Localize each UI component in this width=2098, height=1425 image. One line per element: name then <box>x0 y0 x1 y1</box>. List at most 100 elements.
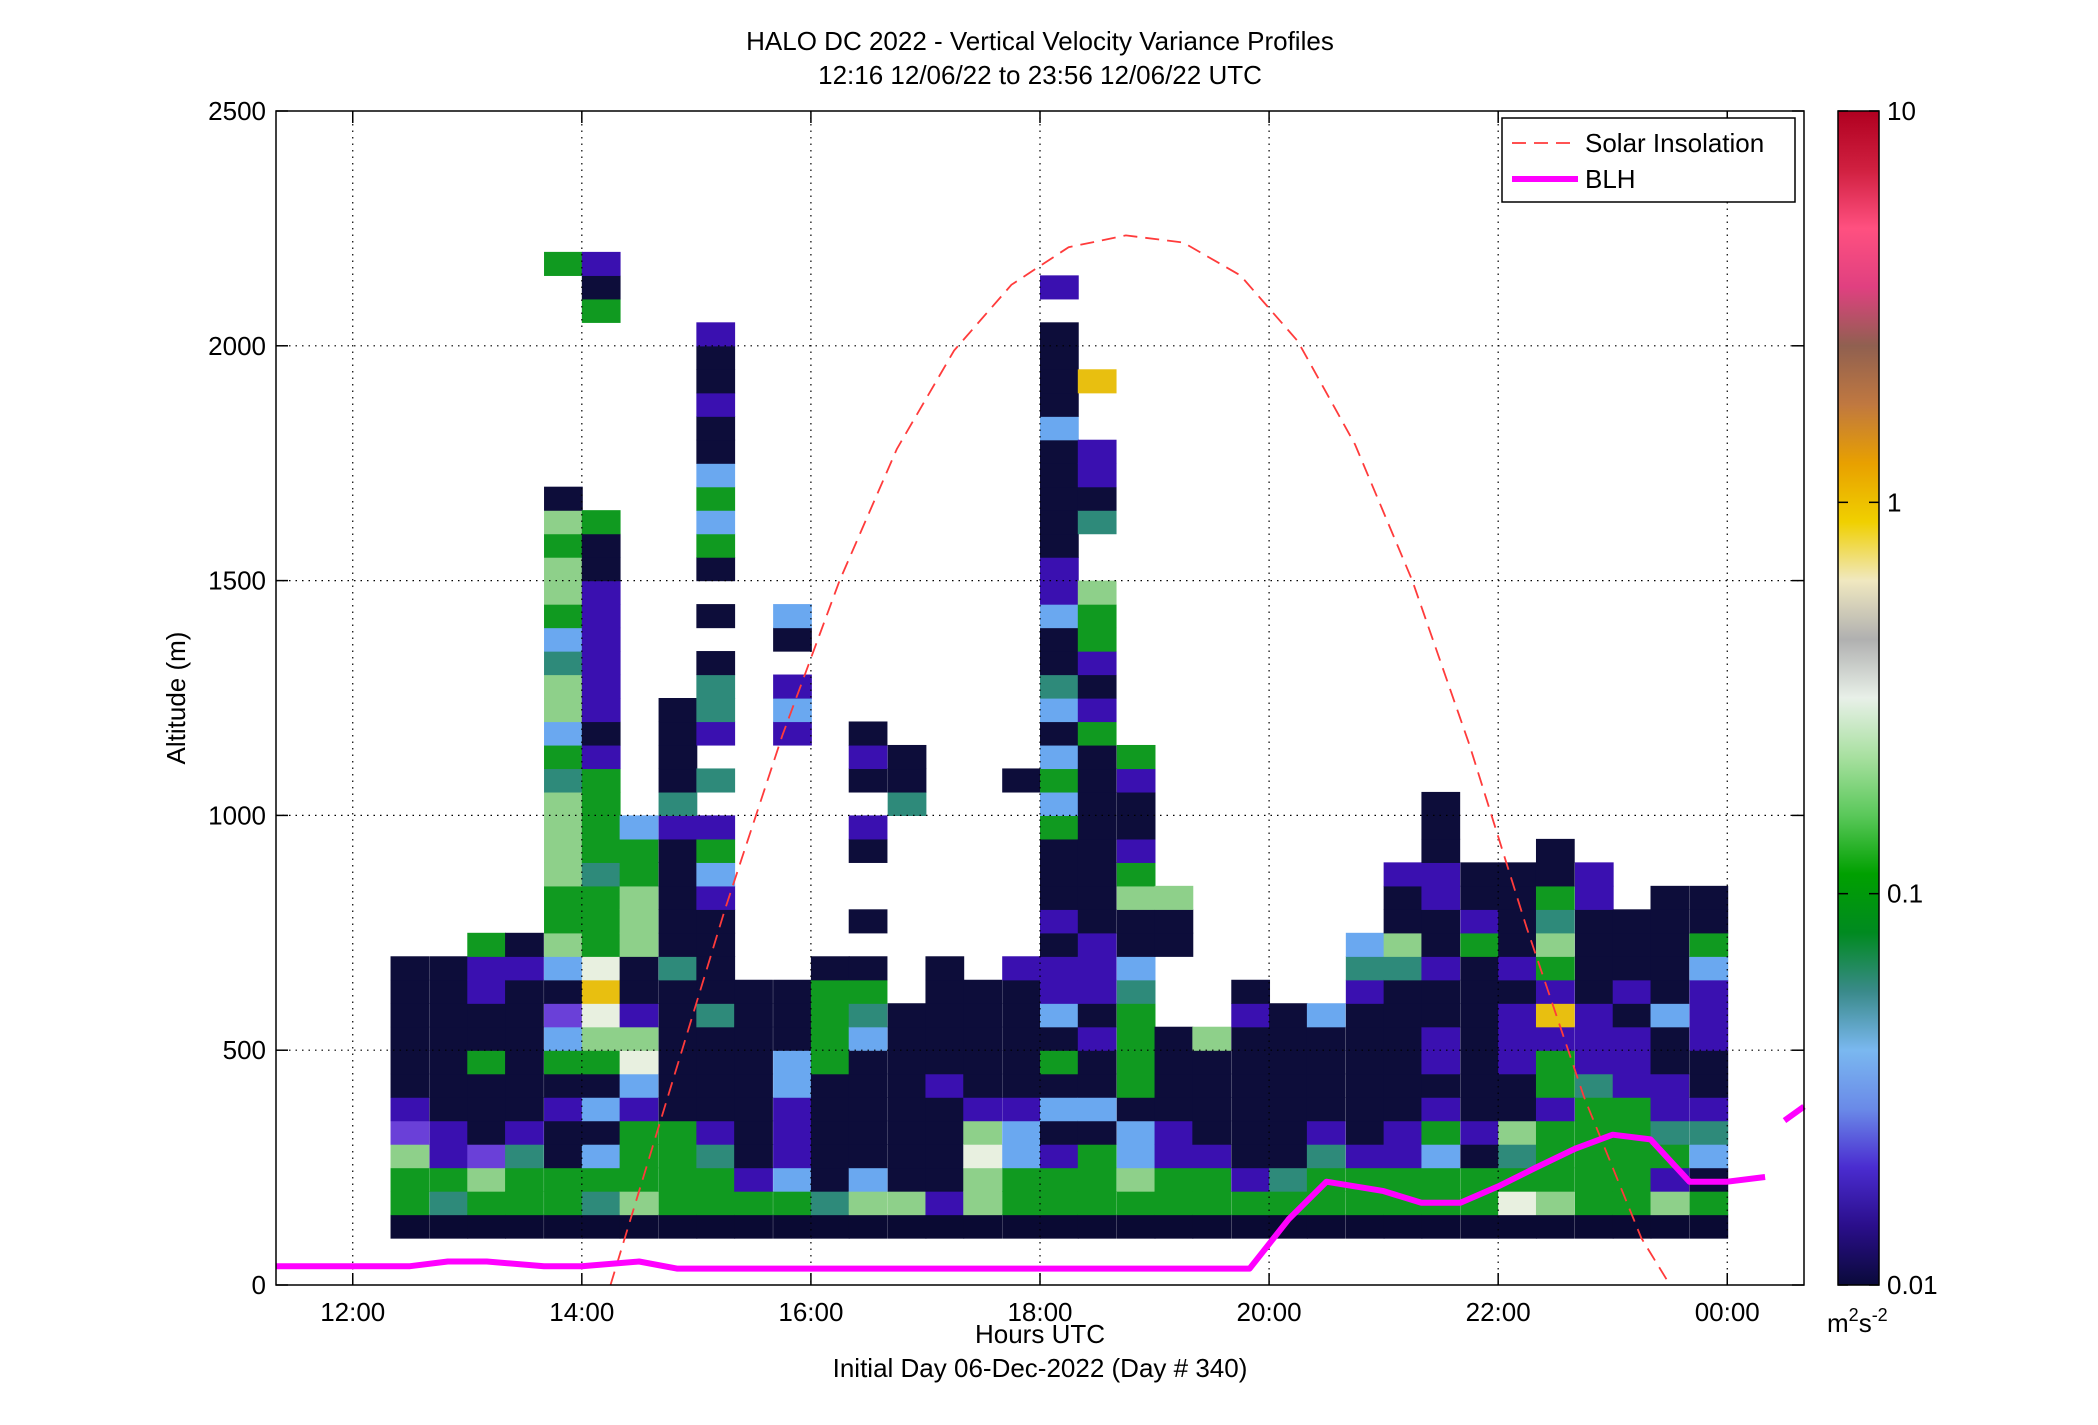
heatmap-cell <box>505 956 544 981</box>
heatmap-cell <box>581 956 621 981</box>
heatmap-cell <box>1306 1050 1346 1075</box>
heatmap-cell <box>1154 1214 1194 1239</box>
heatmap-cell <box>1077 815 1117 840</box>
heatmap-cell <box>1306 1003 1346 1028</box>
heatmap-cell <box>734 1003 773 1028</box>
heatmap-cell <box>1535 979 1575 1004</box>
heatmap-cell <box>773 1167 812 1192</box>
blh-line-segment <box>1782 1104 1806 1124</box>
heatmap-cell <box>544 1214 583 1239</box>
heatmap-cell <box>1154 1144 1194 1169</box>
heatmap-cell <box>581 698 621 723</box>
heatmap-cell <box>1383 1120 1423 1145</box>
heatmap-cell <box>658 979 698 1004</box>
heatmap-cell <box>581 768 621 793</box>
heatmap-cell <box>1345 979 1385 1004</box>
legend: Solar Insolation BLH <box>1501 117 1796 203</box>
heatmap-cell <box>1498 1120 1537 1145</box>
heatmap-cell <box>1383 1214 1423 1239</box>
heatmap-cell <box>1498 862 1537 887</box>
heatmap-cell <box>429 1026 469 1051</box>
heatmap-cell <box>848 744 888 770</box>
heatmap-cell <box>1192 1120 1232 1145</box>
heatmap-cell <box>696 1191 736 1216</box>
heatmap-cell <box>1574 1050 1614 1075</box>
heatmap-cell <box>963 1097 1002 1122</box>
heatmap-cell <box>925 1214 965 1239</box>
heatmap-cell <box>1689 1097 1729 1122</box>
heatmap-cell <box>390 1214 430 1239</box>
heatmap-cell <box>467 1191 507 1216</box>
heatmap-cell <box>1154 909 1194 934</box>
heatmap-cell <box>925 1050 965 1075</box>
heatmap-cell <box>1345 1144 1385 1169</box>
heatmap-cell <box>1269 1144 1308 1169</box>
heatmap-cell <box>658 815 698 840</box>
heatmap-cell <box>544 838 583 863</box>
heatmap-cell <box>1040 345 1079 370</box>
grid-lines <box>276 111 1804 1285</box>
heatmap-cell <box>1612 1097 1652 1122</box>
heatmap-cell <box>810 1191 850 1216</box>
heatmap-cell <box>1116 1144 1156 1169</box>
heatmap-cell <box>1077 580 1117 605</box>
heatmap-cell <box>1612 1144 1652 1169</box>
heatmap-cell <box>1535 956 1575 981</box>
heatmap-cell <box>734 1073 773 1098</box>
heatmap-cell <box>773 627 812 652</box>
heatmap-cell <box>963 1026 1002 1051</box>
heatmap-cell <box>658 956 698 981</box>
x-axis-sublabel: Initial Day 06-Dec-2022 (Day # 340) <box>833 1353 1248 1383</box>
heatmap-cell <box>696 486 736 511</box>
heatmap-cell <box>1574 1097 1614 1122</box>
colorbar-unit: m2s-2 <box>1827 1305 1888 1338</box>
heatmap-cell <box>848 815 888 840</box>
heatmap-cell <box>1040 956 1079 981</box>
colorbar-tick-label: 10 <box>1887 96 1916 126</box>
heatmap-cell <box>581 510 621 535</box>
heatmap-cell <box>1535 1120 1575 1145</box>
heatmap-cell <box>696 345 736 370</box>
heatmap-cell <box>734 1097 773 1122</box>
heatmap-cell <box>1040 1167 1079 1192</box>
heatmap-cell <box>887 791 927 816</box>
heatmap-cell <box>1002 956 1041 981</box>
heatmap-cell <box>1535 1191 1575 1216</box>
heatmap-cell <box>1116 791 1156 816</box>
heatmap-cell <box>696 416 736 441</box>
heatmap-cell <box>581 1097 621 1122</box>
heatmap-cell <box>1040 791 1079 816</box>
heatmap-cell <box>1612 979 1652 1004</box>
heatmap-cell <box>1421 1214 1461 1239</box>
heatmap-cell <box>1421 1144 1461 1169</box>
heatmap-cell <box>1498 1191 1537 1216</box>
heatmap-cell <box>658 744 698 770</box>
heatmap-cell <box>1535 838 1575 863</box>
heatmap-cell <box>1116 1026 1156 1051</box>
heatmap-cell <box>429 1073 469 1098</box>
heatmap-cell <box>1077 674 1117 699</box>
heatmap-cell <box>544 604 583 629</box>
heatmap-cell <box>505 1050 544 1075</box>
heatmap-cell <box>544 698 583 723</box>
heatmap-cell <box>696 815 736 840</box>
heatmap-cell <box>1383 932 1423 957</box>
heatmap-cell <box>1192 1191 1232 1216</box>
heatmap-cell <box>696 557 736 582</box>
heatmap-cell <box>1192 1073 1232 1098</box>
heatmap-cell <box>1612 1026 1652 1051</box>
heatmap-cell <box>1040 604 1079 629</box>
heatmap-cell <box>429 1144 469 1169</box>
heatmap-cell <box>734 1214 773 1239</box>
heatmap-cell <box>1040 1003 1079 1028</box>
heatmap-cell <box>1498 979 1537 1004</box>
heatmap-cell <box>1154 932 1194 957</box>
heatmap-cell <box>925 1167 965 1192</box>
heatmap-cell <box>1306 1214 1346 1239</box>
heatmap-cell <box>581 1073 621 1098</box>
heatmap-cell <box>773 1050 812 1075</box>
heatmap-cell <box>1077 510 1117 535</box>
heatmap-cell <box>390 956 430 981</box>
heatmap-cell <box>581 627 621 652</box>
heatmap-cell <box>581 275 621 300</box>
